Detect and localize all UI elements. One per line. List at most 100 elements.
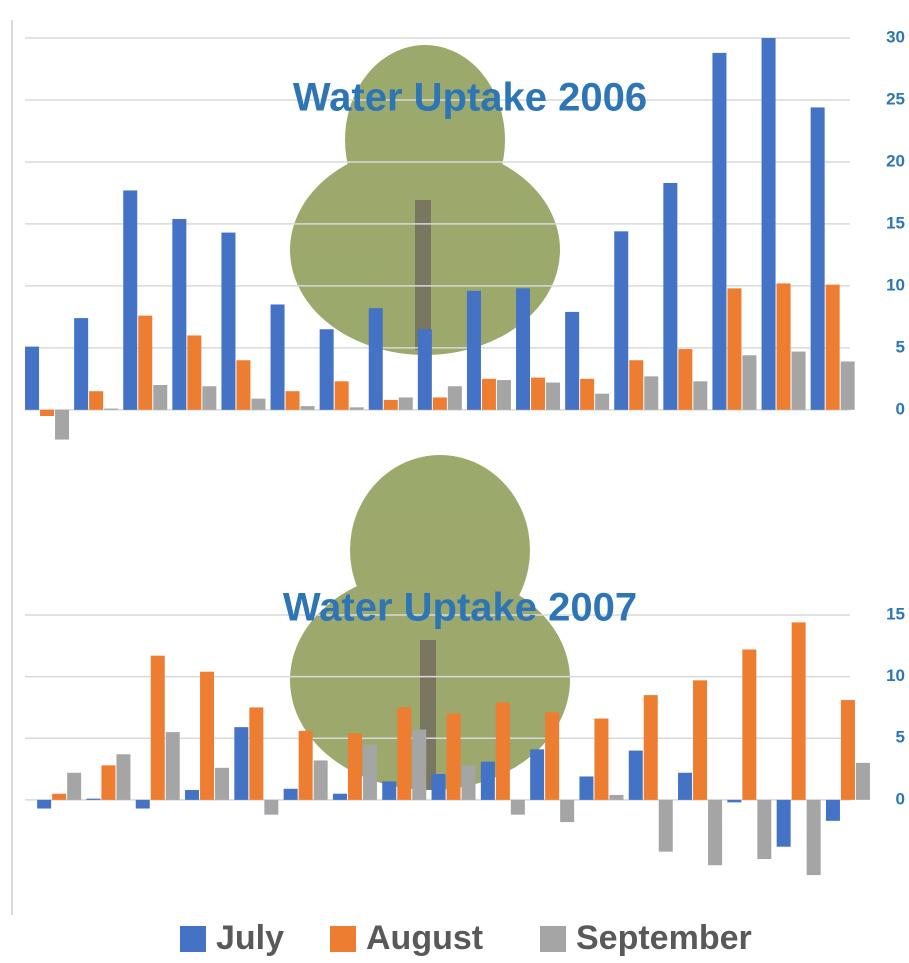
- bar: [384, 400, 398, 410]
- bar: [202, 386, 216, 410]
- bar: [841, 361, 855, 409]
- bar: [678, 349, 692, 410]
- y-tick-label: 15: [886, 213, 905, 232]
- bar: [560, 800, 574, 822]
- bar: [595, 394, 609, 410]
- legend-label: July: [216, 919, 284, 957]
- bar: [614, 231, 628, 409]
- bar: [221, 233, 235, 410]
- y-tick-label: 5: [896, 728, 905, 747]
- bar: [215, 768, 229, 800]
- bar: [856, 763, 870, 800]
- y-tick-label: 10: [886, 666, 905, 685]
- bar: [497, 380, 511, 410]
- bar: [663, 183, 677, 410]
- bar: [792, 352, 806, 410]
- bar: [86, 799, 100, 800]
- bar: [678, 773, 692, 800]
- bar: [284, 789, 298, 800]
- bar: [249, 707, 263, 799]
- bar: [116, 754, 130, 800]
- bar: [286, 391, 300, 410]
- bar: [67, 773, 81, 800]
- bar: [727, 800, 741, 802]
- bar: [811, 107, 825, 409]
- y-tick-label: 30: [886, 27, 905, 46]
- bar: [826, 800, 840, 821]
- bar: [271, 304, 285, 409]
- bar: [335, 381, 349, 410]
- y-tick-label: 25: [886, 89, 905, 108]
- bar: [234, 727, 248, 800]
- bar: [166, 732, 180, 800]
- bar: [433, 397, 447, 409]
- chart-page: 0 5 10 15 20 25 30 Water Uptake 2006 0 5 10 15 Water…: [0, 0, 909, 963]
- bar: [644, 695, 658, 800]
- legend-swatch: [180, 926, 206, 952]
- bar: [185, 790, 199, 800]
- y-tick-label: 15: [886, 604, 905, 623]
- bar: [301, 406, 315, 410]
- bar: [299, 731, 313, 800]
- bar: [807, 800, 821, 875]
- bar: [826, 285, 840, 410]
- bar: [236, 360, 250, 410]
- y-tick-label: 20: [886, 151, 905, 170]
- bar: [412, 730, 426, 800]
- bar: [511, 800, 525, 815]
- bar: [200, 672, 214, 800]
- bar: [762, 38, 776, 410]
- bar: [579, 776, 593, 799]
- y-tick-label: 10: [886, 275, 905, 294]
- y-tick-label: 0: [896, 399, 905, 418]
- legend-label: September: [576, 919, 752, 957]
- bar: [101, 765, 115, 800]
- bar: [742, 650, 756, 800]
- bar: [55, 410, 69, 440]
- bar: [264, 800, 278, 815]
- bar: [448, 386, 462, 410]
- y-tick-label: 5: [896, 337, 905, 356]
- bar: [629, 751, 643, 800]
- bar: [382, 781, 396, 799]
- bar: [462, 765, 476, 800]
- bar: [481, 762, 495, 800]
- bar: [40, 410, 54, 416]
- bar: [447, 714, 461, 800]
- bar: [418, 329, 432, 410]
- chart-title: Water Uptake 2006: [293, 76, 647, 120]
- bar: [841, 700, 855, 800]
- bar: [594, 719, 608, 800]
- bar: [314, 760, 328, 799]
- bar: [151, 656, 165, 800]
- bar: [644, 376, 658, 409]
- y-tick-label: 0: [896, 789, 905, 808]
- legend-swatch: [330, 926, 356, 952]
- bar: [172, 219, 186, 410]
- bar: [153, 385, 167, 410]
- bar: [104, 409, 118, 410]
- legend-label: August: [366, 919, 483, 957]
- bar: [693, 381, 707, 410]
- bar: [138, 316, 152, 410]
- bar: [52, 794, 66, 800]
- bar: [350, 407, 364, 409]
- bar: [777, 283, 791, 409]
- bar: [609, 795, 623, 800]
- bar: [320, 329, 334, 410]
- bar: [693, 680, 707, 800]
- bar: [742, 355, 756, 410]
- bar: [792, 622, 806, 799]
- bar: [89, 391, 103, 410]
- bar: [399, 397, 413, 409]
- chart-title: Water Uptake 2007: [283, 586, 637, 630]
- bar: [348, 733, 362, 800]
- bar: [25, 347, 39, 410]
- bar: [136, 800, 150, 809]
- bar: [580, 379, 594, 410]
- bar: [777, 800, 791, 847]
- bar: [629, 360, 643, 410]
- bar: [397, 707, 411, 799]
- bar: [727, 288, 741, 409]
- bar: [187, 335, 201, 409]
